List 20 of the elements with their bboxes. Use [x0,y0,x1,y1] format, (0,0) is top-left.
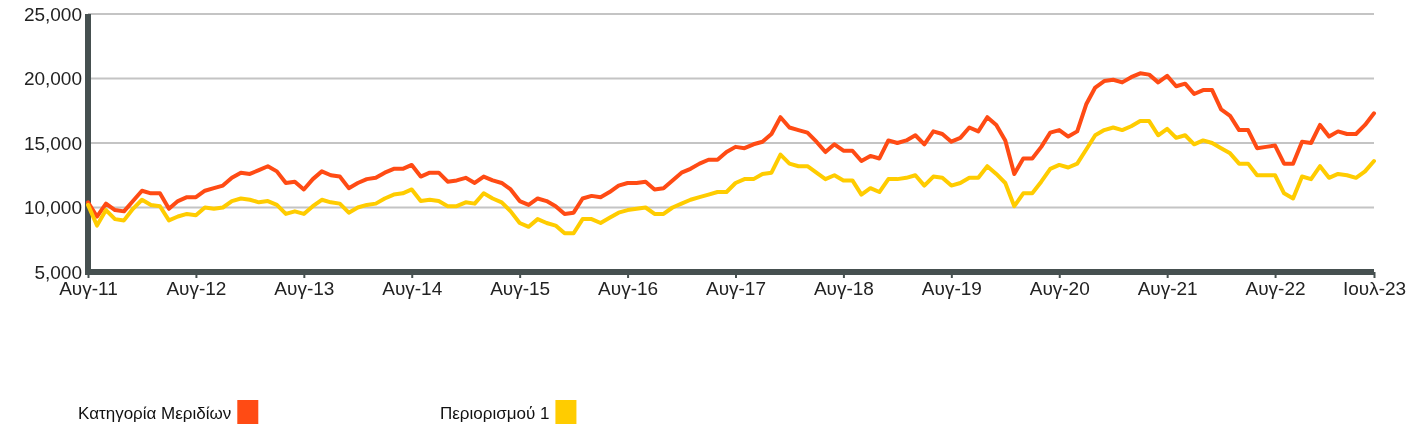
x-tick-label: Αυγ-20 [1029,278,1090,300]
y-tick-label: 25,000 [23,3,82,25]
y-tick-label: 20,000 [23,68,82,90]
x-tick-label: Αυγ-18 [813,278,874,300]
line-series [86,119,1376,236]
x-tick-label: Αυγ-15 [490,278,551,300]
line-series [86,71,1376,219]
x-tick-label: Αυγ-17 [705,278,767,300]
y-tick-label: 15,000 [23,132,82,154]
x-tick-label: Αυγ-13 [274,278,335,300]
x-tick-label: Αυγ-21 [1137,278,1198,300]
y-tick-label: 10,000 [23,197,82,219]
x-tick-label: Αυγ-14 [382,278,443,300]
legend-label: Περιορισμού 1 [440,404,550,423]
legend-label: Κατηγορία Μεριδίων [78,404,232,423]
x-tick-label: Αυγ-19 [921,278,982,300]
x-tick-label: Αυγ-12 [166,278,227,300]
x-tick-label: Αυγ-16 [598,278,659,300]
x-tick-label: Ιουλ-23 [1342,278,1407,300]
x-tick-label: Αυγ-22 [1245,278,1306,300]
